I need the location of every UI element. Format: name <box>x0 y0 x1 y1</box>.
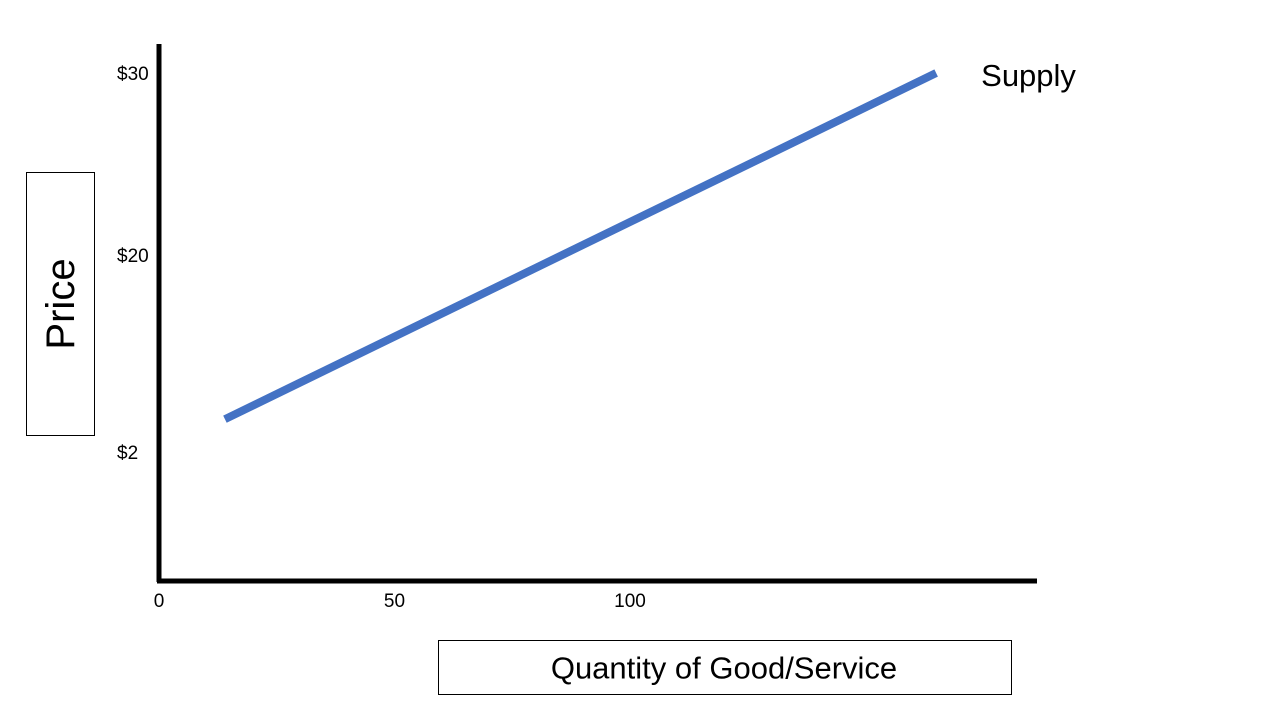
x-tick-label: 0 <box>154 591 165 612</box>
supply-label: Supply <box>981 58 1076 93</box>
series-layer: Supply <box>223 58 1076 423</box>
x-tick-label: 100 <box>614 591 646 612</box>
y-axis-title-box <box>26 172 95 436</box>
supply-line <box>223 69 938 423</box>
y-tick-label: $2 <box>117 443 138 464</box>
x-axis-title-box <box>438 640 1012 695</box>
x-axis-title: Quantity of Good/Service <box>551 651 897 686</box>
x-tick-label: 50 <box>384 591 405 612</box>
y-axis-title: Price <box>39 258 83 349</box>
y-tick-label: $20 <box>117 246 149 267</box>
x-tick-labels: 0 50 100 <box>154 591 646 612</box>
y-tick-label: $30 <box>117 64 149 85</box>
y-tick-labels: $2 $20 $30 <box>117 64 149 464</box>
